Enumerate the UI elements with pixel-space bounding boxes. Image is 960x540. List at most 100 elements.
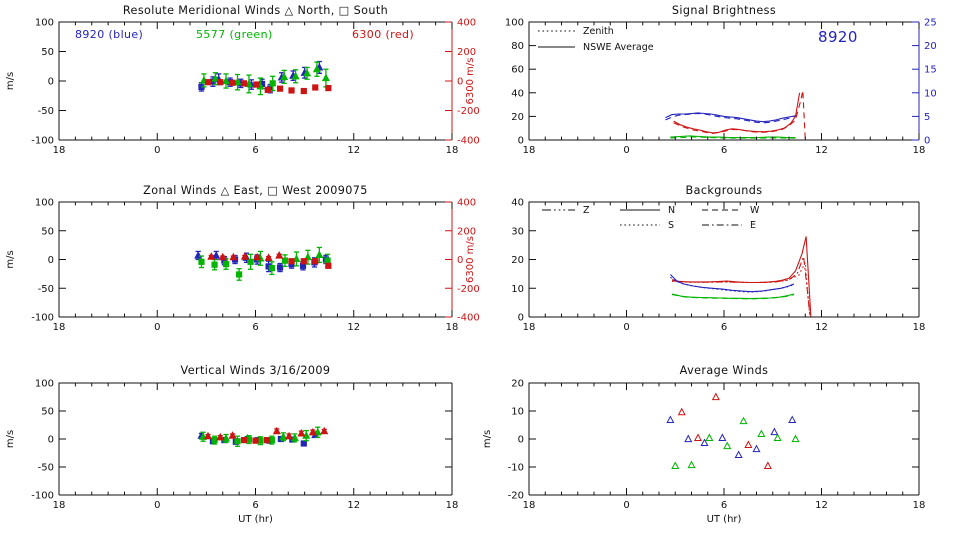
legend-label: E <box>750 220 756 231</box>
y-tick-label: 40 <box>511 198 524 209</box>
x-ticks-vertical-winds <box>58 383 453 495</box>
series-backgrounds-red <box>671 260 811 317</box>
x-tick-label: 12 <box>815 322 828 333</box>
x-tick-label: 12 <box>347 500 360 511</box>
series-signal-brightness-red <box>673 92 801 134</box>
y2-tick-label: -400 <box>457 136 480 147</box>
x-tick-label: 0 <box>154 322 160 333</box>
plot-area-backgrounds <box>670 236 812 317</box>
legend-label: Zenith <box>583 26 614 37</box>
y2-tick-label: 0 <box>457 255 463 266</box>
y-tick-label: 0 <box>48 77 54 88</box>
y-tick-label: 80 <box>511 41 524 52</box>
plot-area-zonal-winds <box>194 246 332 281</box>
x-tick-label: 0 <box>154 145 160 156</box>
series-signal-brightness-green <box>670 135 796 139</box>
y-tick-label: 50 <box>41 407 54 418</box>
y-tick-label: -50 <box>38 284 54 295</box>
chart-title: Zonal Winds △ East, □ West 2009075 <box>143 184 368 197</box>
y-tick-label: 0 <box>518 136 524 147</box>
x-tick-label: 6 <box>721 322 727 333</box>
chart-average-winds: 18 0 6 12 18 -20 -10 0 10 20 Average Winds m/s UT (h… <box>480 360 960 540</box>
plot-area-vertical-winds <box>197 426 329 447</box>
x-tick-label: 12 <box>815 145 828 156</box>
x-ticks-signal-brightness <box>528 22 920 140</box>
y-tick-label: 50 <box>41 47 54 58</box>
y-tick-label: -20 <box>508 491 524 502</box>
y2-tick-label: 200 <box>457 47 476 58</box>
legend-label: W <box>750 205 760 216</box>
y-axis-label: m/s <box>5 72 16 90</box>
y-tick-label: 60 <box>511 65 524 76</box>
y2-tick-label: 200 <box>457 226 476 237</box>
chart-meridional-winds: 18 0 6 12 18 -100 -50 0 50 100 -400 -200 0 200 400 6300… <box>0 0 480 180</box>
x-tick-label: 18 <box>913 145 926 156</box>
annotation-meridional-winds: 8920 (blue) <box>75 28 143 41</box>
y2-tick-label: 25 <box>924 18 937 29</box>
x-tick-label: 18 <box>446 322 459 333</box>
legend-label: NSWE Average <box>583 42 654 53</box>
x-tick-label: 18 <box>523 500 536 511</box>
y2-tick-label: 0 <box>924 136 930 147</box>
chart-signal-brightness: 18 0 6 12 18 0 20 40 60 80 100 0 5 10 15 20 25 Signal Bri… <box>480 0 960 180</box>
series-backgrounds-blue <box>670 276 795 293</box>
series-signal-brightness-blue <box>665 112 796 123</box>
annotation-meridional-winds: 5577 (green) <box>196 28 273 41</box>
y-axis-label: m/s <box>5 430 16 448</box>
x-tick-label: 6 <box>721 145 727 156</box>
x-ticks-meridional-winds <box>58 22 453 140</box>
x-tick-label: 18 <box>913 500 926 511</box>
plot-area-meridional-winds <box>198 60 332 96</box>
y-tick-label: 10 <box>511 284 524 295</box>
x-tick-label: 6 <box>721 500 727 511</box>
series-vertical-winds-green <box>199 426 322 447</box>
x-tick-label: 18 <box>53 500 66 511</box>
series-zonal-winds-green <box>198 246 331 281</box>
y-tick-label: 100 <box>35 18 54 29</box>
series-backgrounds-red <box>671 236 812 317</box>
y-tick-label: -50 <box>38 463 54 474</box>
y-tick-label: -100 <box>31 491 54 502</box>
x-tick-label: 12 <box>347 322 360 333</box>
plot-area-signal-brightness <box>665 90 806 140</box>
meridional-winds-svg: 18 0 6 12 18-100-50050100-400-20002004006300… <box>5 4 480 156</box>
chart-title: Vertical Winds 3/16/2009 <box>181 364 331 377</box>
series-meridional-winds-red <box>204 79 332 95</box>
x-tick-label: 6 <box>252 322 258 333</box>
plot-area-average-winds <box>666 383 800 469</box>
chart-title: Signal Brightness <box>672 4 776 17</box>
y2-tick-label: 400 <box>457 18 476 29</box>
x-axis-label: UT (hr) <box>707 514 742 525</box>
y-tick-label: -10 <box>508 463 524 474</box>
y-tick-label: 10 <box>511 407 524 418</box>
series-meridional-winds-green <box>199 61 330 96</box>
series-average-winds-red <box>677 383 772 469</box>
x-tick-label: 0 <box>623 322 629 333</box>
axes-signal-brightness <box>528 21 920 141</box>
x-tick-label: 18 <box>523 322 536 333</box>
y-tick-label: 50 <box>41 226 54 237</box>
y2-tick-label: 5 <box>924 112 930 123</box>
y2-tick-label: -400 <box>457 313 480 324</box>
x-tick-label: 0 <box>623 500 629 511</box>
y-tick-label: 0 <box>48 435 54 446</box>
y2-axis-label: 6300 m/s <box>465 236 476 283</box>
y-tick-label: -50 <box>38 106 54 117</box>
x-ticks-backgrounds <box>528 202 920 317</box>
chart-backgrounds: 18 0 6 12 18 0 10 20 30 40 Backgrounds Z N W S E <box>480 180 960 360</box>
y-tick-label: -100 <box>31 313 54 324</box>
annotation-meridional-winds: 6300 (red) <box>352 28 414 41</box>
chart-vertical-winds: 18 0 6 12 18 -100 -50 0 50 100 Vertical Winds 3/16… <box>0 360 480 540</box>
axes-average-winds <box>528 382 920 496</box>
y2-axis-label: 6300 m/s <box>465 58 476 105</box>
y-tick-label: -100 <box>31 136 54 147</box>
y-tick-label: 100 <box>35 379 54 390</box>
x-tick-label: 12 <box>347 145 360 156</box>
y-tick-label: 20 <box>511 112 524 123</box>
y-tick-label: 20 <box>511 255 524 266</box>
y2-tick-label: 20 <box>924 41 937 52</box>
y2-tick-label: -200 <box>457 284 480 295</box>
